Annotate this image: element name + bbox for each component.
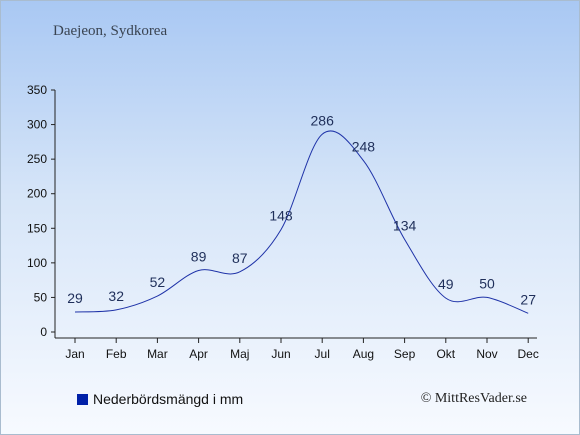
x-tick-label: Apr: [189, 347, 208, 361]
series-line-nederbord: [74, 130, 529, 314]
data-label: 52: [150, 274, 166, 290]
data-label: 286: [311, 112, 335, 128]
x-tick-label: Jan: [65, 347, 84, 361]
chart-title: Daejeon, Sydkorea: [53, 23, 168, 39]
y-tick-label: 150: [27, 221, 47, 235]
x-tick-label: Sep: [394, 347, 416, 361]
data-label: 49: [438, 276, 454, 292]
data-label: 27: [520, 291, 536, 307]
y-tick-label: 350: [27, 83, 47, 97]
x-tick-label: Feb: [106, 347, 127, 361]
data-label: 248: [352, 139, 376, 155]
x-tick-label: Mar: [147, 347, 168, 361]
data-label: 29: [67, 290, 83, 306]
x-tick-label: Dec: [518, 347, 539, 361]
data-label: 32: [108, 288, 124, 304]
y-tick-label: 300: [27, 118, 47, 132]
x-tick-label: Maj: [230, 347, 249, 361]
x-tick-label: Okt: [436, 347, 455, 361]
x-tick-label: Jul: [315, 347, 330, 361]
data-label: 89: [191, 248, 207, 264]
data-label: 148: [269, 208, 293, 224]
credit-text: © MittResVader.se: [420, 391, 527, 406]
data-label: 134: [393, 217, 417, 233]
data-label: 50: [479, 275, 495, 291]
x-tick-label: Nov: [476, 347, 497, 361]
legend: Nederbördsmängd i mm: [77, 391, 243, 407]
x-tick-label: Aug: [353, 347, 374, 361]
y-tick-label: 0: [40, 325, 47, 339]
data-label: 87: [232, 250, 248, 266]
legend-swatch: [77, 393, 88, 405]
y-tick-label: 100: [27, 256, 47, 270]
y-tick-label: 250: [27, 152, 47, 166]
y-tick-label: 200: [27, 187, 47, 201]
y-tick-label: 50: [34, 290, 48, 304]
x-tick-label: Jun: [271, 347, 290, 361]
legend-label: Nederbördsmängd i mm: [93, 391, 244, 407]
